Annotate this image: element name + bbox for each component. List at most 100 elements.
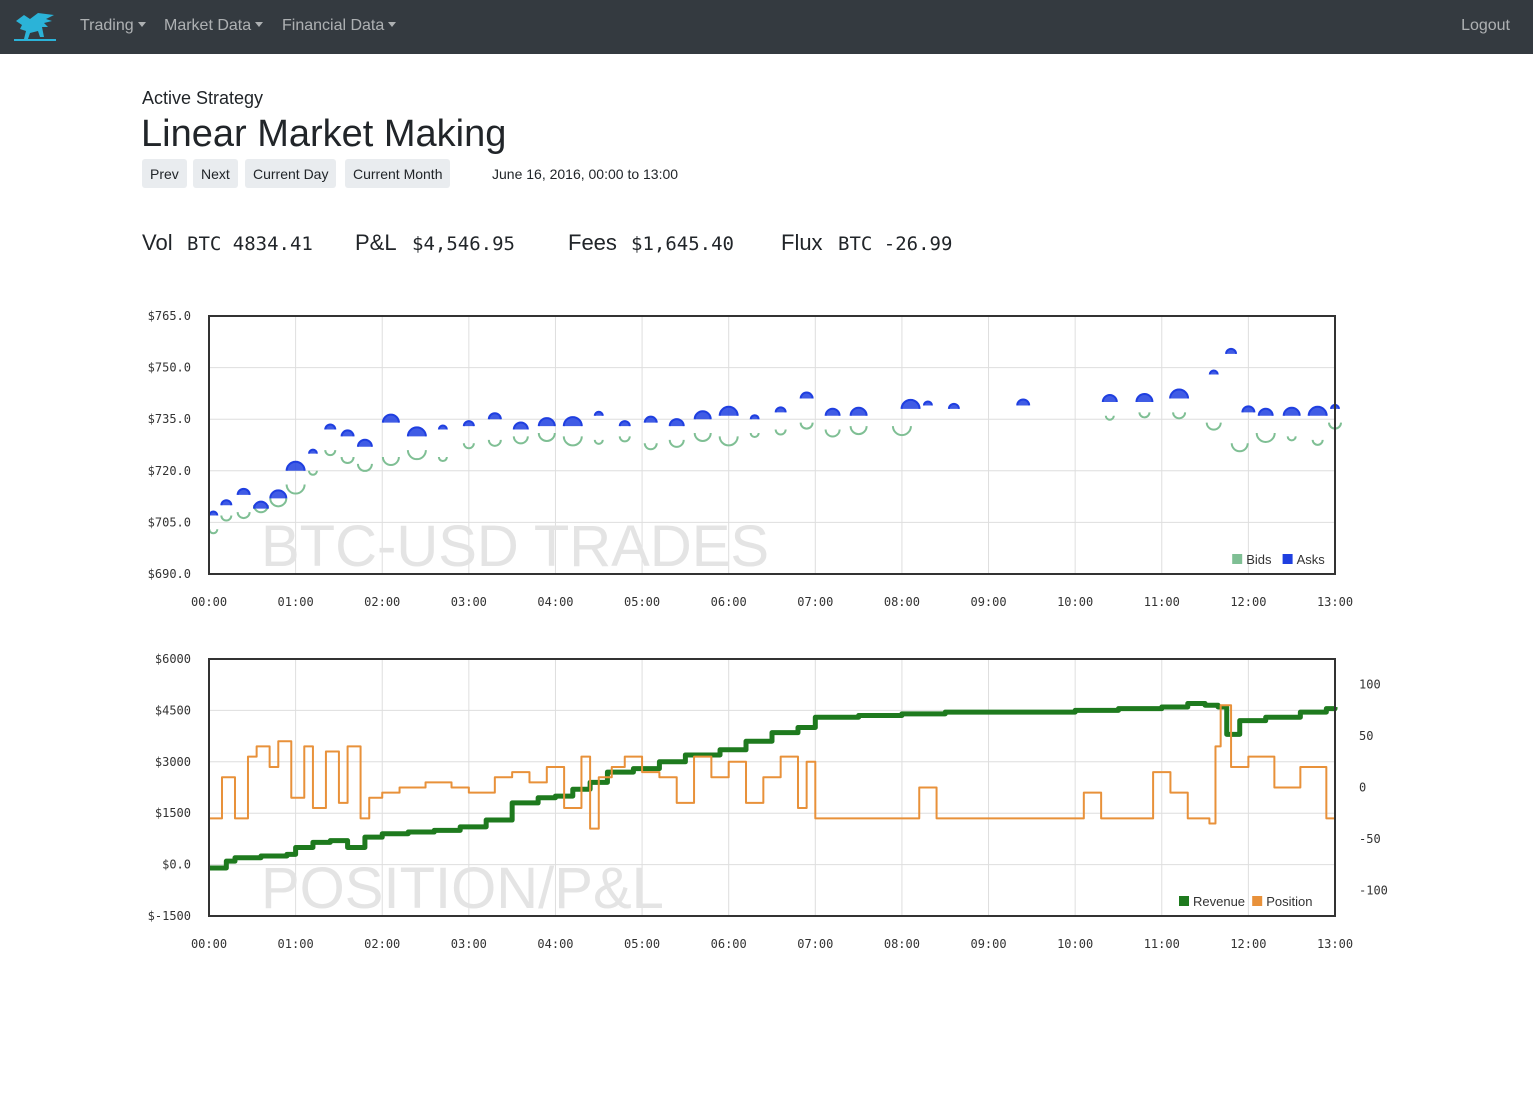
legend-label: Bids (1246, 552, 1272, 567)
y2-tick-label: 0 (1359, 781, 1366, 795)
ask-marker (668, 418, 685, 427)
nav-menu-financial-data[interactable]: Financial Data (282, 17, 397, 35)
ask-marker (693, 410, 712, 420)
bid-marker (208, 529, 219, 535)
bid-marker (512, 436, 529, 445)
y-tick-label: $0.0 (162, 858, 191, 872)
x-tick-label: 00:00 (191, 937, 227, 951)
ask-marker (824, 407, 841, 416)
bid-marker (269, 498, 288, 508)
bid-marker (891, 425, 912, 437)
nav-menu-label: Market Data (164, 17, 252, 34)
x-tick-label: 09:00 (970, 595, 1006, 609)
bid-marker (718, 436, 739, 447)
x-tick-label: 05:00 (624, 937, 660, 951)
x-tick-label: 00:00 (191, 595, 227, 609)
ask-marker (236, 487, 251, 496)
ask-marker (220, 499, 233, 506)
ask-marker (749, 414, 760, 420)
date-range-label: June 16, 2016, 00:00 to 13:00 (492, 166, 679, 182)
bid-marker (562, 436, 583, 447)
caret-down-icon (255, 22, 264, 27)
ask-marker (1225, 347, 1238, 354)
bid-marker (749, 432, 760, 438)
y-tick-label: $3000 (155, 755, 191, 769)
caret-down-icon (137, 22, 146, 27)
legend-label: Position (1266, 894, 1312, 909)
x-tick-label: 04:00 (537, 937, 573, 951)
current-day-button[interactable]: Current Day (245, 159, 337, 188)
bid-marker (593, 439, 604, 445)
nav-menu-market-data[interactable]: Market Data (164, 17, 264, 35)
x-tick-label: 03:00 (451, 937, 487, 951)
y-tick-label: $4500 (155, 703, 191, 717)
ask-marker (1307, 405, 1328, 416)
fees-value: $1,645.40 (631, 233, 734, 255)
x-tick-label: 01:00 (278, 595, 314, 609)
ask-marker (381, 413, 400, 423)
griffin-logo-icon[interactable] (14, 11, 56, 43)
navbar: Trading Market Data Financial Data Logou… (0, 0, 1533, 54)
y-tick-label: $6000 (155, 652, 191, 666)
ask-marker (1016, 398, 1031, 406)
next-button[interactable]: Next (193, 159, 238, 188)
bid-marker (668, 439, 685, 448)
ask-marker (718, 405, 739, 416)
caret-down-icon (388, 22, 397, 27)
bid-marker (693, 432, 712, 442)
ask-marker (1135, 393, 1154, 403)
ask-marker (462, 420, 475, 427)
bid-marker (618, 436, 631, 443)
ask-marker (285, 460, 306, 471)
prev-button[interactable]: Prev (142, 159, 187, 188)
legend-label: Asks (1297, 552, 1326, 567)
bid-marker (774, 429, 787, 436)
revenue-line (209, 701, 1338, 871)
bid-marker (406, 450, 427, 461)
ask-marker (340, 429, 355, 437)
ask-marker (487, 412, 502, 420)
ask-marker (356, 438, 373, 447)
bid-marker (1205, 422, 1222, 431)
y2-tick-label: -50 (1359, 832, 1381, 846)
bid-marker (462, 443, 475, 450)
legend-swatch (1252, 896, 1263, 906)
y2-tick-label: 100 (1359, 678, 1381, 692)
current-month-button[interactable]: Current Month (345, 159, 451, 188)
x-tick-label: 06:00 (711, 937, 747, 951)
ask-marker (307, 448, 318, 454)
ask-marker (900, 398, 921, 409)
x-tick-label: 07:00 (797, 595, 833, 609)
bid-marker (437, 456, 448, 463)
ask-marker (643, 415, 658, 423)
x-tick-label: 13:00 (1317, 937, 1353, 951)
x-tick-label: 12:00 (1230, 595, 1266, 609)
x-tick-label: 04:00 (537, 595, 573, 609)
x-tick-label: 06:00 (711, 595, 747, 609)
ask-marker (324, 423, 337, 430)
bid-marker (324, 450, 337, 457)
bid-marker (307, 470, 318, 476)
bid-marker (1255, 432, 1276, 443)
legend-swatch (1282, 554, 1293, 564)
fees-label: Fees (568, 230, 617, 255)
ask-marker (1169, 388, 1190, 399)
bid-marker (236, 511, 251, 520)
bid-marker (824, 429, 841, 438)
y-tick-label: $720.0 (148, 464, 191, 478)
logout-link[interactable]: Logout (1461, 17, 1510, 34)
y-tick-label: $705.0 (148, 515, 191, 529)
position-line (209, 704, 1335, 830)
y-tick-label: $735.0 (148, 412, 191, 426)
ask-marker (252, 500, 269, 509)
bid-marker (340, 456, 355, 465)
page-subtitle: Active Strategy (142, 88, 264, 108)
x-tick-label: 12:00 (1230, 937, 1266, 951)
bid-marker (1286, 436, 1297, 442)
chart-watermark-title: POSITION/P&L (261, 856, 664, 921)
bid-marker (537, 432, 556, 442)
ask-marker (1241, 405, 1256, 413)
bid-marker (1172, 412, 1187, 420)
nav-menu-trading[interactable]: Trading (80, 17, 146, 35)
y2-tick-label: -100 (1359, 883, 1388, 897)
